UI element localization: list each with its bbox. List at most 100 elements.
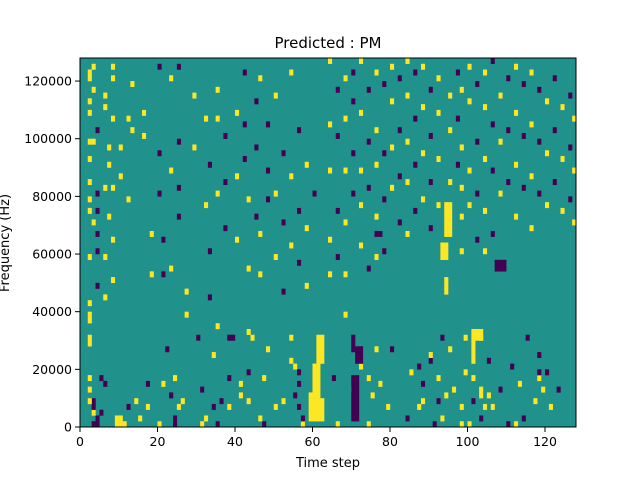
heatmap-cell (300, 415, 305, 422)
heatmap-cell (293, 363, 298, 370)
heatmap-cell (541, 386, 546, 393)
heatmap-cell (126, 403, 131, 410)
y-tick-label: 80000 (32, 189, 72, 204)
heatmap-cell (254, 144, 259, 151)
heatmap-cell (111, 184, 116, 191)
x-tick-label: 40 (227, 434, 243, 449)
heatmap-cell (335, 254, 340, 260)
heatmap-cell (405, 179, 410, 186)
heatmap-cell (514, 213, 519, 220)
heatmap-cell (87, 69, 92, 76)
heatmap-cell (297, 127, 302, 134)
heatmap-cell (335, 86, 340, 93)
heatmap-cell (436, 75, 441, 82)
heatmap-cell (200, 386, 205, 393)
heatmap-cell (568, 92, 573, 99)
heatmap-cell (87, 179, 92, 186)
heatmap-cell (130, 127, 135, 134)
heatmap-cell (455, 115, 460, 122)
heatmap-cell (514, 161, 519, 168)
heatmap-cell (417, 403, 422, 410)
heatmap-cell (297, 369, 302, 376)
heatmap-cell (459, 248, 464, 255)
heatmap-cell (366, 184, 371, 191)
heatmap-cell (207, 294, 212, 301)
heatmap-cell (374, 213, 379, 220)
heatmap-cell (471, 340, 476, 364)
heatmap-cell (176, 138, 181, 145)
heatmap-cell (297, 403, 302, 410)
heatmap-cell (118, 144, 123, 151)
heatmap-cell (490, 230, 495, 237)
heatmap-cell (308, 392, 313, 399)
plot-frame (79, 57, 577, 428)
heatmap-cell (242, 69, 247, 76)
heatmap-cell (448, 346, 453, 353)
heatmap-cell (328, 167, 333, 174)
heatmap-cell (258, 75, 263, 82)
heatmap-cell (192, 144, 197, 151)
heatmap-cell (343, 271, 348, 278)
heatmap-cell (514, 421, 519, 428)
heatmap-cell (297, 259, 302, 266)
heatmap-cell (436, 156, 441, 162)
heatmap-cell (207, 161, 212, 168)
heatmap-cell (281, 219, 286, 226)
heatmap-cell (289, 334, 294, 341)
heatmap-cell (440, 415, 445, 422)
heatmap-cell (273, 92, 278, 99)
heatmap-cell (521, 81, 526, 88)
heatmap-cell (215, 190, 220, 197)
heatmap-cell (176, 403, 181, 410)
heatmap-cell (149, 271, 154, 278)
heatmap-cell (103, 184, 108, 191)
y-tick-label: 0 (64, 420, 72, 435)
heatmap-cell (506, 75, 511, 82)
heatmap-cell (204, 202, 209, 209)
heatmap-cell (126, 196, 131, 203)
heatmap-cell (207, 248, 212, 255)
heatmap-cell (452, 386, 457, 393)
heatmap-cell (359, 109, 364, 116)
heatmap-cell (87, 75, 92, 82)
heatmap-cell (490, 403, 495, 410)
heatmap-cell (351, 190, 356, 197)
heatmap-cell (328, 271, 333, 278)
heatmap-cell (483, 403, 488, 410)
heatmap-cell (467, 98, 472, 105)
heatmap-cell (459, 86, 464, 93)
heatmap-cell (471, 398, 476, 405)
heatmap-cell (494, 259, 507, 272)
heatmap-cell (169, 392, 174, 399)
heatmap-cell (506, 421, 511, 428)
heatmap-cell (421, 150, 426, 157)
heatmap-cell (405, 58, 410, 64)
heatmap-cell (366, 375, 371, 382)
heatmap-cell (238, 380, 243, 387)
heatmap-cell (421, 196, 426, 203)
heatmap-cell (525, 334, 530, 341)
heatmap-cell (95, 127, 100, 134)
heatmap-cell (289, 69, 294, 76)
heatmap-cell (548, 403, 553, 410)
heatmap-cell (467, 167, 472, 174)
heatmap-cell (157, 421, 162, 428)
heatmap-cell (91, 398, 96, 405)
heatmap-cell (176, 213, 181, 220)
y-tick-label: 120000 (24, 74, 72, 89)
heatmap-cell (200, 421, 205, 428)
heatmap-cell (366, 138, 371, 145)
heatmap-cell (157, 63, 162, 70)
heatmap-cell (235, 173, 240, 180)
heatmap-cell (521, 184, 526, 191)
heatmap-cell (235, 236, 240, 243)
heatmap-cell (142, 109, 147, 116)
x-tick-label: 120 (533, 434, 557, 449)
heatmap-cell (87, 156, 92, 162)
heatmap-cell (246, 265, 251, 272)
heatmap-cell (537, 352, 542, 359)
heatmap-cell (99, 409, 104, 416)
heatmap-cell (386, 403, 391, 410)
heatmap-cell (405, 92, 410, 99)
heatmap-cell (95, 207, 100, 214)
